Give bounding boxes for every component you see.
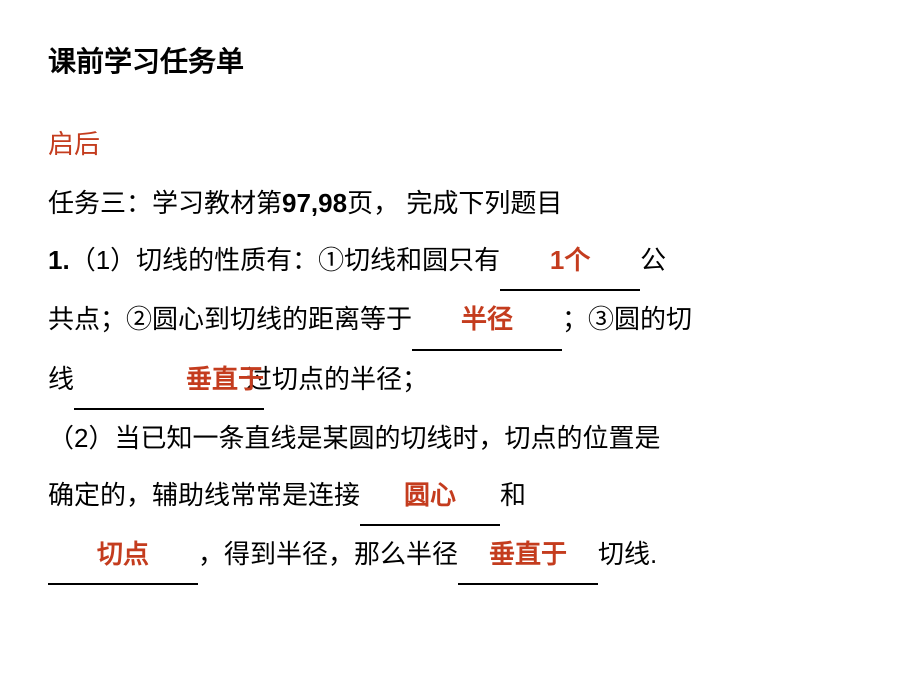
item-1-line1: 1.（1）切线的性质有：①切线和圆只有 1个 公 [48, 232, 872, 291]
text: （1）切线的性质有：①切线和圆只有 [70, 245, 500, 275]
answer-2: 半径 [461, 304, 513, 334]
item-number: 1. [48, 245, 70, 275]
text: 线 [48, 364, 74, 394]
blank-3: 垂直于 [74, 351, 264, 410]
blank-5: 切点 [48, 526, 198, 585]
blank-6: 垂直于 [458, 526, 598, 585]
text: （2）当已知一条直线是某圆的切线时，切点的位置是 [48, 423, 660, 453]
text: 和 [500, 480, 526, 510]
item-2-line1: （2）当已知一条直线是某圆的切线时，切点的位置是 [48, 410, 872, 467]
item-2-line2: 确定的，辅助线常常是连接 圆心 和 [48, 467, 872, 526]
text: 过切点的半径； [246, 364, 428, 394]
item-2-line3: 切点 ，得到半径，那么半径 垂直于 切线. [48, 526, 872, 585]
page-title: 课前学习任务单 [48, 40, 872, 80]
answer-5: 切点 [97, 539, 149, 569]
item-1-line2: 共点；②圆心到切线的距离等于 半径 ；③圆的切 [48, 291, 872, 350]
task-line: 任务三：学习教材第97,98页， 完成下列题目 [48, 175, 872, 232]
text: 共点；②圆心到切线的距离等于 [48, 304, 412, 334]
page-numbers: 97,98 [282, 188, 347, 218]
text: 任务三：学习教材第 [48, 188, 282, 218]
text: 确定的，辅助线常常是连接 [48, 480, 360, 510]
blank-1: 1个 [500, 232, 640, 291]
item-1-line3: 线 垂直于过切点的半径； [48, 351, 872, 410]
text: ；③圆的切 [562, 304, 692, 334]
text: 公 [640, 245, 666, 275]
text: 页， 完成下列题目 [347, 188, 562, 218]
blank-2: 半径 [412, 291, 562, 350]
blank-4: 圆心 [360, 467, 500, 526]
section-header: 启后 [48, 124, 872, 161]
answer-1: 1个 [550, 245, 590, 275]
answer-4: 圆心 [404, 480, 456, 510]
answer-6: 垂直于 [489, 539, 567, 569]
text: 切线. [598, 539, 657, 569]
answer-3: 垂直于 [186, 364, 264, 394]
text: ，得到半径，那么半径 [198, 539, 458, 569]
